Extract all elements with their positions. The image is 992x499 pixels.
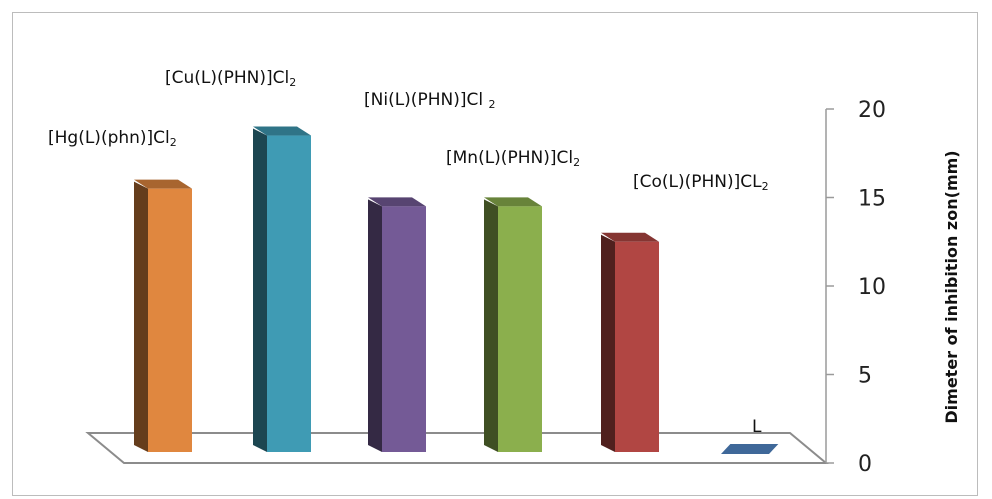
bar-4 bbox=[601, 232, 659, 452]
bar-top bbox=[253, 126, 311, 136]
bar-label-1: [Cu(L)(PHN)]Cl2 bbox=[165, 68, 296, 89]
bar-front bbox=[267, 135, 311, 453]
bar-label-text: L bbox=[752, 417, 762, 437]
bar-side bbox=[134, 181, 148, 452]
bar-front bbox=[382, 206, 426, 452]
bar-label-subscript: 2 bbox=[488, 98, 496, 111]
bar-3 bbox=[484, 197, 542, 452]
y-tick-label: 0 bbox=[858, 452, 872, 477]
bar-label-subscript: 2 bbox=[573, 156, 581, 169]
bar-face bbox=[721, 444, 779, 454]
bar-front bbox=[148, 188, 192, 452]
bar-label-5: L bbox=[752, 417, 761, 437]
bar-2 bbox=[368, 197, 426, 452]
bar-label-text: [Mn(L)(PHN)]Cl bbox=[446, 148, 574, 168]
bar-label-subscript: 2 bbox=[169, 136, 177, 149]
bar-label-text: [Cu(L)(PHN)]Cl bbox=[165, 68, 290, 88]
bar-label-text: [Ni(L)(PHN)]Cl bbox=[364, 90, 489, 110]
y-tick-label: 5 bbox=[858, 364, 872, 389]
bar-1 bbox=[253, 126, 311, 453]
bar-top bbox=[601, 232, 659, 242]
bar-label-4: [Co(L)(PHN)]CL2 bbox=[633, 172, 769, 193]
bar-top bbox=[368, 197, 426, 207]
bar-top bbox=[134, 179, 192, 189]
floor-plane bbox=[85, 432, 829, 464]
y-tick-label: 20 bbox=[858, 98, 886, 123]
bar-front bbox=[615, 241, 659, 452]
bar-0 bbox=[134, 179, 192, 452]
y-tick-label: 15 bbox=[858, 187, 886, 212]
bar-side bbox=[601, 234, 615, 452]
bar-label-subscript: 2 bbox=[761, 180, 769, 193]
bar-side bbox=[484, 199, 498, 452]
bar-front bbox=[498, 206, 542, 452]
bar-top bbox=[484, 197, 542, 207]
bar-side bbox=[368, 199, 382, 452]
bar-side bbox=[253, 128, 267, 453]
y-tick-label: 10 bbox=[858, 275, 886, 300]
bar-label-subscript: 2 bbox=[289, 76, 297, 89]
bar-label-0: [Hg(L)(phn)]Cl2 bbox=[48, 128, 177, 149]
bar-5 bbox=[721, 444, 779, 454]
bar-label-text: [Co(L)(PHN)]CL bbox=[633, 172, 762, 192]
y-axis-title: Dimeter of inhibition zon(mm) bbox=[942, 150, 961, 423]
bar-label-text: [Hg(L)(phn)]Cl bbox=[48, 128, 170, 148]
bar-label-3: [Mn(L)(PHN)]Cl2 bbox=[446, 148, 580, 169]
bar-label-2: [Ni(L)(PHN)]Cl 2 bbox=[364, 90, 495, 111]
